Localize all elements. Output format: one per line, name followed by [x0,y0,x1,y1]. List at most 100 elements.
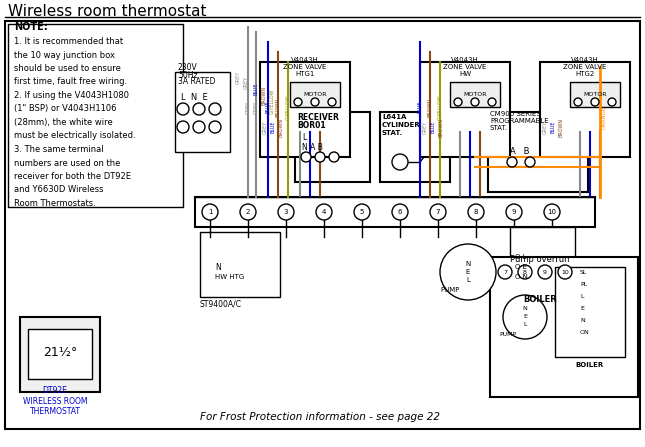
Text: STAT.: STAT. [382,130,403,136]
Text: O L: O L [515,254,526,260]
Text: L: L [580,294,584,299]
Text: BOR01: BOR01 [297,121,326,130]
Text: GREY: GREY [246,101,250,114]
Text: and Y6630D Wireless: and Y6630D Wireless [14,186,103,194]
Circle shape [311,98,319,106]
Text: (28mm), the white wire: (28mm), the white wire [14,118,113,127]
Text: G/YELLOW: G/YELLOW [286,94,290,120]
Text: STAT.: STAT. [490,125,508,131]
Bar [290,82,340,107]
Text: Room Thermostats.: Room Thermostats. [14,199,95,208]
Text: 1. It is recommended that: 1. It is recommended that [14,37,123,46]
Text: 3. The same terminal: 3. The same terminal [14,145,104,154]
Text: BROWN: BROWN [439,118,444,137]
Bar [570,82,620,107]
Text: MOTOR: MOTOR [303,93,327,97]
Circle shape [315,152,325,162]
Text: GREY: GREY [542,120,548,134]
Text: (1" BSP) or V4043H1106: (1" BSP) or V4043H1106 [14,105,117,114]
Text: E: E [580,305,584,311]
Text: CM900 SERIES: CM900 SERIES [490,111,541,117]
Circle shape [506,204,522,220]
Text: O N: O N [515,274,528,280]
Text: G/YELLOW: G/YELLOW [437,94,442,120]
Text: receiver for both the DT92E: receiver for both the DT92E [14,172,131,181]
Text: GREY: GREY [253,101,259,114]
Circle shape [354,204,370,220]
Text: ORANGE: ORANGE [602,105,607,129]
Circle shape [544,204,560,220]
Circle shape [498,265,512,279]
Text: 7: 7 [436,209,441,215]
Circle shape [488,98,496,106]
Text: V4043H
ZONE VALVE
HTG1: V4043H ZONE VALVE HTG1 [283,57,326,77]
Text: 10: 10 [561,270,569,274]
Text: V4043H
ZONE VALVE
HTG2: V4043H ZONE VALVE HTG2 [563,57,607,77]
Circle shape [329,152,339,162]
Circle shape [177,103,189,115]
Text: 3A RATED: 3A RATED [178,77,215,87]
Text: MOTOR: MOTOR [583,93,607,97]
Text: 2. If using the V4043H1080: 2. If using the V4043H1080 [14,91,129,100]
Bar [260,62,350,157]
Text: PL: PL [580,282,587,287]
Text: BROWN: BROWN [261,85,266,105]
Bar [175,72,230,152]
Bar [8,24,183,207]
Text: BOILER: BOILER [523,295,557,304]
Bar [380,112,450,182]
Text: PUMP: PUMP [441,287,460,293]
Bar [28,329,92,379]
Text: ST9400A/C: ST9400A/C [200,299,242,308]
Circle shape [574,98,582,106]
Text: 2: 2 [246,209,250,215]
Circle shape [240,204,256,220]
Text: BLUE: BLUE [270,121,275,133]
Text: BLUE: BLUE [253,83,259,95]
Text: first time, fault free wiring.: first time, fault free wiring. [14,77,127,87]
Circle shape [525,157,535,167]
Circle shape [591,98,599,106]
Text: 4: 4 [322,209,326,215]
Circle shape [177,121,189,133]
Circle shape [503,295,547,339]
Text: L641A: L641A [382,114,406,120]
Circle shape [471,98,479,106]
Bar [20,317,100,392]
Text: Pump overrun: Pump overrun [510,254,570,263]
Text: 9: 9 [543,270,547,274]
Text: GREY: GREY [235,70,241,84]
Text: BLUE: BLUE [550,121,555,133]
Text: E: E [466,269,470,275]
Text: N: N [522,307,528,312]
Circle shape [193,121,205,133]
Text: 230V: 230V [178,63,198,72]
Circle shape [430,204,446,220]
Bar [490,257,638,397]
Text: A   B: A B [510,148,530,156]
Text: DT92E
WIRELESS ROOM
THERMOSTAT: DT92E WIRELESS ROOM THERMOSTAT [23,386,87,416]
Circle shape [392,204,408,220]
Circle shape [558,265,572,279]
Bar [195,197,595,227]
Bar [510,227,575,292]
Text: E: E [523,315,527,320]
Text: BROWN: BROWN [559,118,564,137]
Text: SL: SL [580,270,588,274]
Text: BROWN: BROWN [428,97,433,117]
Text: 5: 5 [360,209,364,215]
Circle shape [209,103,221,115]
Circle shape [392,154,408,170]
Circle shape [538,265,552,279]
Circle shape [608,98,616,106]
Text: 3: 3 [284,209,288,215]
Text: GREY: GREY [244,76,248,89]
Text: O E: O E [515,264,527,270]
Circle shape [193,103,205,115]
Bar [540,62,630,157]
Circle shape [301,152,311,162]
Text: PUMP: PUMP [499,333,517,337]
Text: CYLINDER: CYLINDER [382,122,421,128]
Text: NOTE:: NOTE: [14,22,48,32]
Text: L  N  E: L N E [181,93,208,101]
